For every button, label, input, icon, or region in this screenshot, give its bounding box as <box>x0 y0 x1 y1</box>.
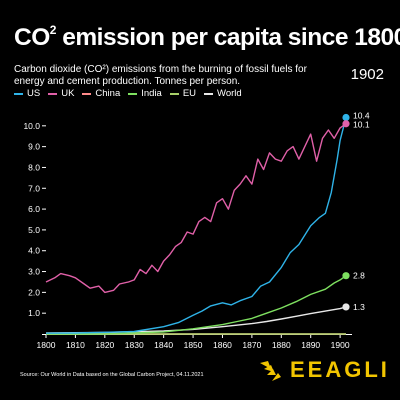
legend-swatch <box>128 92 138 95</box>
x-tick-label: 1870 <box>242 340 261 350</box>
end-label-india: 2.8 <box>353 271 365 281</box>
series-line-india <box>46 275 347 335</box>
end-dot-uk <box>342 120 350 128</box>
eagle-icon <box>258 357 284 383</box>
legend-item-eu: EU <box>169 88 197 99</box>
legend-label: US <box>27 88 41 99</box>
legend-swatch <box>48 92 58 95</box>
x-tick-label: 1840 <box>154 340 173 350</box>
legend-swatch <box>14 92 23 95</box>
end-dot-india <box>342 272 350 280</box>
end-label-uk: 10.1 <box>353 120 370 130</box>
legend-item-us: US <box>14 88 40 99</box>
legend-item-china: China <box>82 88 120 99</box>
series-line-world <box>45 306 347 334</box>
x-tick-label: 1900 <box>331 340 350 350</box>
x-tick-label: 1820 <box>95 340 114 350</box>
legend-label: India <box>141 88 162 99</box>
series-line-us <box>45 117 347 334</box>
title-superscript: 2 <box>49 22 57 37</box>
y-tick-label: 5.0 <box>28 225 40 235</box>
brand-name: EEAGLI <box>290 357 390 382</box>
x-tick-label: 1860 <box>213 340 232 350</box>
line-chart: 1.0 2.0 3.0 4.0 5.0 6.0 7.0 8.0 9.0 10.0 1800 1810 1… <box>23 110 370 350</box>
y-tick-label: 1.0 <box>28 308 40 318</box>
legend-label: China <box>95 88 121 99</box>
year-readout: 1902 <box>350 66 384 83</box>
y-tick-label: 2.0 <box>28 287 40 297</box>
y-tick-label: 4.0 <box>28 246 40 256</box>
chart-title: CO2 emission per capita since 1800 <box>14 22 400 52</box>
legend-swatch <box>204 92 214 95</box>
legend-item-uk: UK <box>48 88 74 99</box>
chart-subtitle: Carbon dioxide (CO²) emissions from the … <box>14 64 307 87</box>
end-dot-world <box>342 303 350 311</box>
legend-swatch <box>169 92 179 95</box>
series-line-uk <box>45 123 347 294</box>
title-text: CO <box>14 24 50 51</box>
legend-label: World <box>217 88 242 99</box>
end-dot-us <box>342 113 350 122</box>
x-tick-label: 1810 <box>66 340 85 350</box>
x-tick-label: 1890 <box>301 340 320 350</box>
y-tick-label: 3.0 <box>28 267 40 277</box>
y-tick-label: 8.0 <box>28 162 40 172</box>
x-tick-label: 1830 <box>125 340 144 350</box>
legend-item-world: World <box>204 88 242 99</box>
legend-label: EU <box>182 88 197 99</box>
end-label-us: 10.4 <box>353 110 370 120</box>
title-text-rest: emission per capita since 1800 <box>55 24 400 51</box>
y-tick-label: 7.0 <box>28 183 40 193</box>
end-label-world: 1.3 <box>353 302 365 312</box>
x-tick-label: 1800 <box>37 340 56 350</box>
y-tick-label: 9.0 <box>28 142 40 152</box>
y-tick-label: 10.0 <box>23 121 40 131</box>
legend-label: UK <box>61 88 75 99</box>
x-tick-label: 1850 <box>184 340 203 350</box>
x-tick-label: 1880 <box>272 340 291 350</box>
legend: US UK China India EU World <box>14 88 242 99</box>
y-tick-label: 6.0 <box>28 204 40 214</box>
legend-item-india: India <box>128 88 162 99</box>
source-note: Source: Our World in Data based on the G… <box>20 372 204 378</box>
brand: EEAGLI <box>258 357 390 383</box>
legend-swatch <box>82 92 92 95</box>
